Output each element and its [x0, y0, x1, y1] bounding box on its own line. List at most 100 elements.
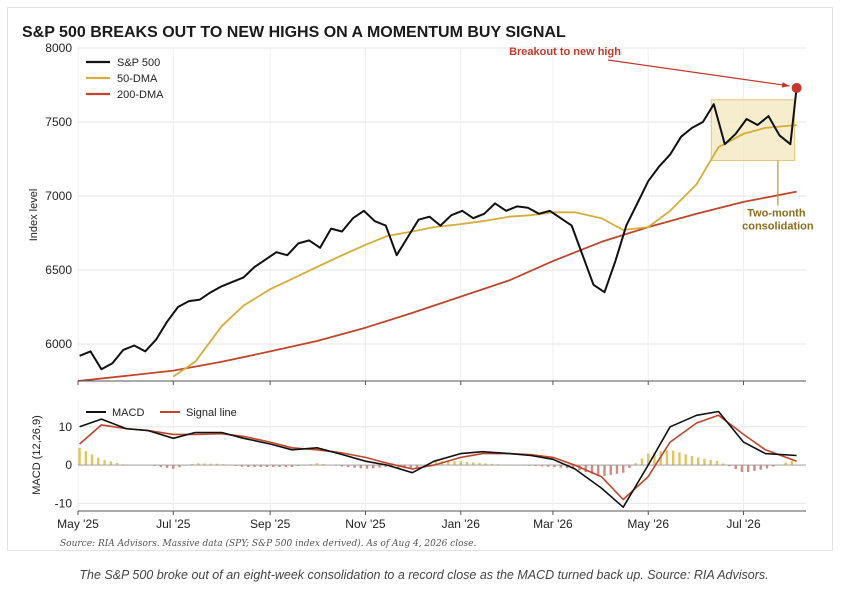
- histogram-bar-33: [284, 465, 287, 467]
- histogram-bar-37: [309, 464, 312, 466]
- histogram-bar-63: [472, 462, 475, 466]
- legend-label-0: S&P 500: [117, 57, 160, 69]
- histogram-bar-76: [553, 465, 556, 468]
- macd-histogram: [78, 447, 806, 477]
- histogram-bar-53: [409, 465, 412, 469]
- histogram-bar-46: [365, 465, 369, 469]
- histogram-bar-5: [109, 461, 113, 466]
- bottom-series-lines: [79, 410, 797, 508]
- breakout-arrow: [607, 59, 790, 87]
- histogram-bar-2: [90, 454, 94, 466]
- legend-label-2: 200-DMA: [117, 89, 164, 101]
- histogram-bar-39: [322, 464, 325, 466]
- top-y-tick-6000: 6000: [45, 337, 72, 351]
- histogram-bar-65: [484, 463, 487, 466]
- top-y-tick-6500: 6500: [45, 263, 72, 277]
- histogram-bar-75: [547, 465, 550, 467]
- histogram-bar-110: [765, 465, 769, 469]
- histogram-bar-23: [222, 464, 225, 466]
- histogram-bar-35: [297, 465, 300, 467]
- top-legend: S&P 500 50-DMA 200-DMA: [86, 57, 164, 101]
- histogram-bar-14: [165, 465, 169, 468]
- histogram-bar-20: [203, 463, 206, 466]
- bottom-y-tick-labels: -10 0 10: [55, 420, 73, 511]
- histogram-bar-0: [78, 447, 81, 466]
- bottom-y-tick--10: -10: [55, 496, 73, 510]
- macd-legend-label-1: Signal line: [186, 407, 237, 419]
- histogram-bar-60: [453, 461, 456, 466]
- histogram-bar-92: [653, 452, 656, 466]
- histogram-bar-29: [259, 465, 262, 467]
- top-y-axis-label: Index level: [28, 189, 40, 242]
- series-line-0: [79, 87, 798, 371]
- bottom-legend: MACD Signal line: [86, 407, 237, 419]
- histogram-bar-98: [690, 456, 694, 466]
- breakout-annotation: Breakout to new high: [509, 46, 621, 58]
- consolidation-annotation: Two-month consolidation: [742, 207, 814, 232]
- top-y-tick-8000: 8000: [45, 41, 72, 55]
- histogram-bar-89: [634, 463, 637, 466]
- histogram-bar-66: [490, 463, 494, 466]
- histogram-bar-18: [190, 463, 194, 466]
- histogram-bar-81: [584, 465, 587, 473]
- histogram-bar-64: [478, 462, 481, 466]
- histogram-bar-108: [753, 465, 756, 471]
- histogram-bar-48: [378, 465, 381, 468]
- histogram-bar-107: [746, 465, 750, 472]
- histogram-bar-25: [234, 465, 237, 466]
- histogram-bar-44: [353, 465, 356, 468]
- histogram-bar-99: [697, 457, 700, 466]
- histogram-bar-28: [253, 465, 256, 467]
- histogram-bar-83: [597, 465, 600, 476]
- top-y-tick-labels: 6000 6500 7000 7500 8000: [45, 41, 72, 351]
- histogram-bar-45: [359, 465, 362, 469]
- bottom-y-axis-label: MACD (12,26,9): [31, 415, 43, 494]
- macd-legend-label-0: MACD: [112, 407, 144, 419]
- x-tick-label-2026-03-01: Mar '26: [533, 517, 573, 531]
- top-gridlines: [77, 47, 806, 381]
- histogram-bar-97: [684, 454, 687, 466]
- histogram-bar-38: [315, 463, 319, 466]
- histogram-bar-12: [153, 465, 156, 467]
- histogram-bar-16: [178, 465, 181, 468]
- histogram-bar-114: [790, 460, 794, 466]
- x-tick-label-2025-11-01: Nov '25: [345, 517, 386, 531]
- histogram-bar-87: [622, 465, 625, 473]
- histogram-bar-47: [372, 465, 375, 469]
- histogram-bar-62: [465, 461, 469, 466]
- x-tick-label-2026-01-01: Jan '26: [442, 517, 481, 531]
- series-line-2: [77, 190, 797, 382]
- series-line-1: [172, 124, 797, 378]
- consolidation-box: [710, 99, 796, 161]
- breakout-point: [791, 82, 802, 93]
- histogram-bar-77: [559, 465, 562, 468]
- histogram-bar-32: [278, 465, 281, 467]
- histogram-bar-42: [340, 465, 344, 467]
- histogram-bar-111: [771, 465, 775, 467]
- figure-caption: The S&P 500 broke out of an eight-week c…: [79, 568, 769, 582]
- histogram-bar-103: [722, 463, 725, 466]
- histogram-bar-4: [103, 460, 106, 466]
- consolidation-annotation-line-2: consolidation: [742, 220, 814, 232]
- histogram-bar-102: [715, 460, 719, 466]
- top-y-tick-7500: 7500: [45, 115, 72, 129]
- breakout-arrowhead: [781, 82, 790, 88]
- histogram-bar-6: [115, 462, 119, 466]
- histogram-bar-94: [665, 450, 669, 466]
- histogram-bar-88: [628, 465, 631, 468]
- histogram-bar-100: [703, 458, 706, 466]
- x-tick-label-2026-07-01: Jul '26: [726, 517, 761, 531]
- top-y-tick-7000: 7000: [45, 189, 72, 203]
- histogram-bar-79: [572, 465, 575, 469]
- histogram-bar-86: [615, 465, 619, 474]
- legend-label-1: 50-DMA: [117, 73, 158, 85]
- x-tick-label-2026-05-01: May '26: [627, 517, 669, 531]
- histogram-bar-21: [209, 463, 212, 466]
- macd-series-line-0: [79, 410, 797, 508]
- top-series-lines: [77, 87, 798, 382]
- histogram-bar-3: [97, 457, 100, 466]
- x-tick-label-2025-07-01: Jul '25: [156, 517, 191, 531]
- histogram-bar-84: [603, 465, 606, 477]
- histogram-bar-43: [347, 465, 350, 468]
